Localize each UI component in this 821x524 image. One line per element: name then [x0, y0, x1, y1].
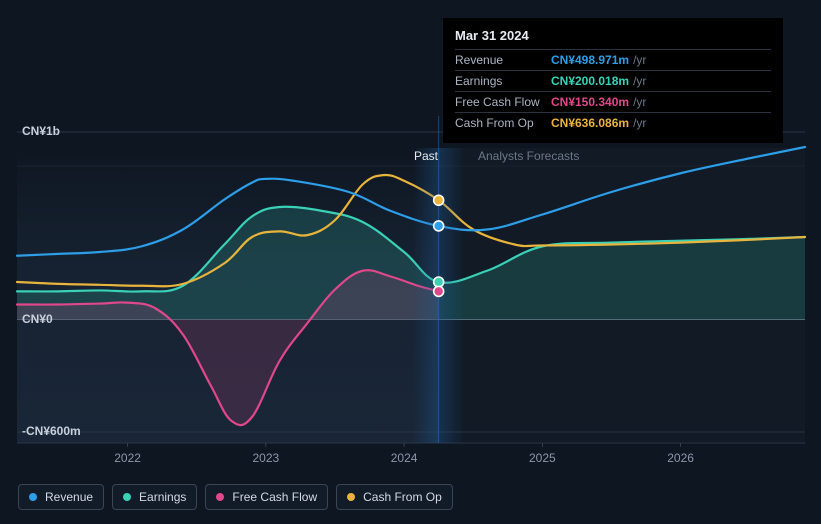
legend-dot-icon — [123, 493, 131, 501]
legend-label: Free Cash Flow — [232, 490, 317, 504]
legend: Revenue Earnings Free Cash Flow Cash Fro… — [18, 484, 453, 510]
x-axis-label: 2024 — [391, 451, 418, 465]
tooltip-metric-unit: /yr — [633, 74, 646, 88]
tooltip-row: Free Cash Flow CN¥150.340m /yr — [455, 91, 771, 112]
legend-item-revenue[interactable]: Revenue — [18, 484, 104, 510]
legend-label: Cash From Op — [363, 490, 442, 504]
tooltip-metric-value: CN¥636.086m — [551, 116, 629, 130]
tooltip-row: Earnings CN¥200.018m /yr — [455, 70, 771, 91]
y-axis-label: CN¥1b — [22, 124, 60, 138]
legend-dot-icon — [216, 493, 224, 501]
tooltip-metric-value: CN¥498.971m — [551, 53, 629, 67]
tooltip-metric-label: Earnings — [455, 74, 551, 88]
cursor-marker-cash — [434, 195, 444, 205]
region-label-past: Past — [414, 149, 438, 163]
tooltip-metric-unit: /yr — [633, 116, 646, 130]
tooltip-row: Cash From Op CN¥636.086m /yr — [455, 112, 771, 133]
tooltip-row: Revenue CN¥498.971m /yr — [455, 49, 771, 70]
y-axis-label: CN¥0 — [22, 312, 53, 326]
legend-label: Revenue — [45, 490, 93, 504]
cursor-marker-revenue — [434, 221, 444, 231]
x-axis-label: 2025 — [529, 451, 556, 465]
legend-dot-icon — [347, 493, 355, 501]
region-label-forecast: Analysts Forecasts — [478, 149, 579, 163]
tooltip-date: Mar 31 2024 — [455, 26, 771, 49]
tooltip-metric-label: Free Cash Flow — [455, 95, 551, 109]
financials-chart: CN¥1b CN¥0 -CN¥600m 2022 2023 2024 2025 2026 P… — [0, 0, 821, 524]
cursor-marker-fcf — [434, 286, 444, 296]
x-axis-label: 2022 — [114, 451, 141, 465]
tooltip-metric-label: Revenue — [455, 53, 551, 67]
hover-tooltip: Mar 31 2024 Revenue CN¥498.971m /yr Earn… — [443, 18, 783, 143]
x-axis-label: 2023 — [252, 451, 279, 465]
legend-item-earnings[interactable]: Earnings — [112, 484, 197, 510]
legend-label: Earnings — [139, 490, 186, 504]
legend-dot-icon — [29, 493, 37, 501]
tooltip-metric-label: Cash From Op — [455, 116, 551, 130]
tooltip-metric-unit: /yr — [633, 95, 646, 109]
x-axis-label: 2026 — [667, 451, 694, 465]
tooltip-metric-unit: /yr — [633, 53, 646, 67]
tooltip-metric-value: CN¥150.340m — [551, 95, 629, 109]
legend-item-fcf[interactable]: Free Cash Flow — [205, 484, 328, 510]
cursor-marker-earnings — [434, 277, 444, 287]
legend-item-cash[interactable]: Cash From Op — [336, 484, 453, 510]
y-axis-label: -CN¥600m — [22, 424, 81, 438]
tooltip-metric-value: CN¥200.018m — [551, 74, 629, 88]
